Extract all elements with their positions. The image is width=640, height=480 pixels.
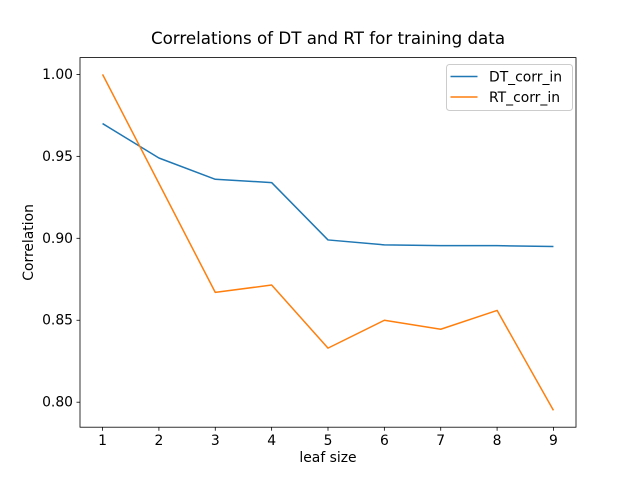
series-line-DT_corr_in [102,122,554,248]
data-series [101,74,555,411]
y-tick-label: 0.80 [42,395,73,411]
x-tick-label: 5 [324,433,333,449]
x-axis-label: leaf size [299,450,356,466]
y-axis-label: Correlation [21,204,37,281]
series-line-RT_corr_in [101,74,555,411]
y-tick-label: 0.85 [42,313,73,329]
x-tick-label: 3 [211,433,220,449]
legend: DT_corr_in RT_corr_in [446,64,573,111]
x-axis-ticks: 1 2 3 4 5 6 7 8 9 [98,427,558,449]
legend-frame [446,64,573,111]
x-tick-label: 8 [493,433,502,449]
x-tick-label: 7 [436,433,445,449]
y-tick-label: 1.00 [42,67,73,83]
plot-area [79,57,577,428]
chart-title: Correlations of DT and RT for training d… [151,28,505,48]
legend-entry-dt: DT_corr_in [489,69,562,85]
y-tick-label: 0.90 [42,231,73,247]
y-tick-label: 0.95 [42,149,73,165]
x-tick-label: 9 [549,433,558,449]
x-tick-label: 4 [267,433,276,449]
x-tick-label: 6 [380,433,389,449]
y-axis-ticks: 0.80 0.85 0.90 0.95 1.00 [42,67,80,411]
x-tick-label: 2 [154,433,163,449]
x-tick-label: 1 [98,433,107,449]
legend-entry-rt: RT_corr_in [489,90,560,106]
